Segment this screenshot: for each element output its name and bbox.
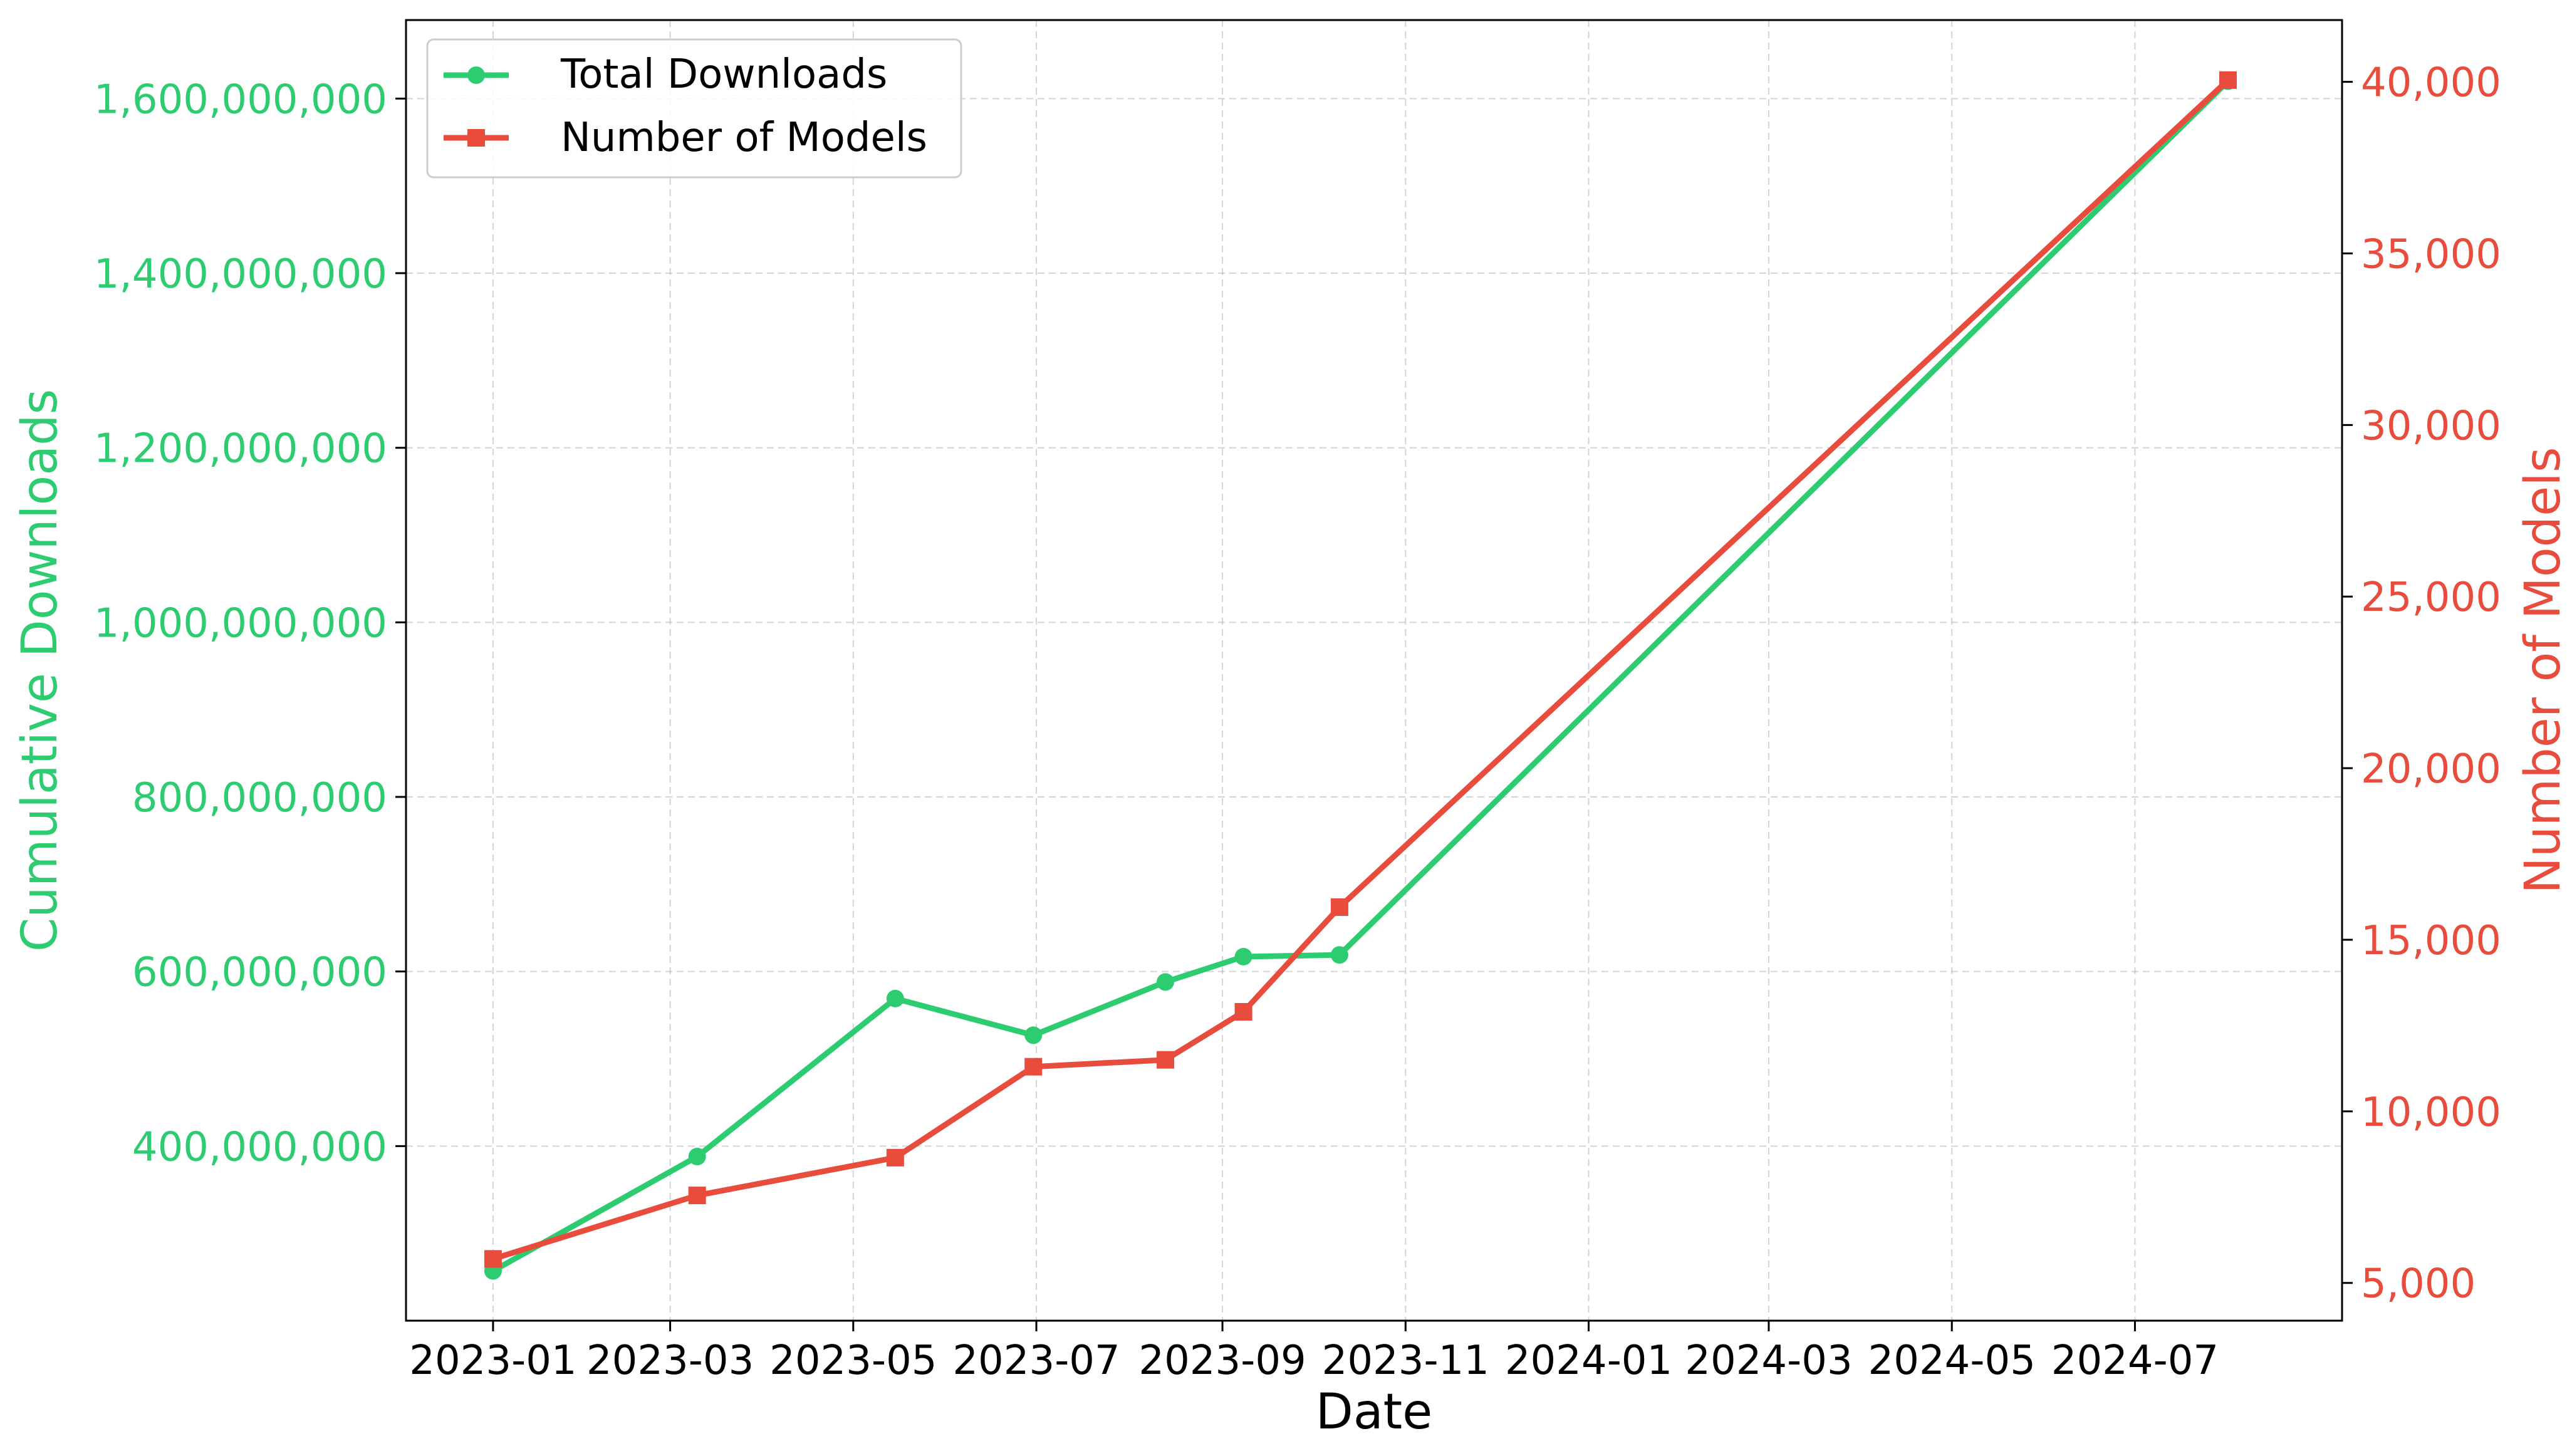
y-axis-left: 400,000,000 600,000,000 800,000,000 1,000,0… <box>94 76 406 1170</box>
data-point-total-downloads <box>886 989 904 1007</box>
series-total-downloads <box>484 72 2237 1280</box>
data-point-total-downloads <box>1330 946 1348 964</box>
data-point-number-of-models <box>2219 71 2237 89</box>
series-number-of-models <box>484 71 2237 1268</box>
y-right-tick-label: 20,000 <box>2361 746 2501 793</box>
data-point-number-of-models <box>1157 1051 1175 1069</box>
data-point-total-downloads <box>1157 973 1175 991</box>
x-tick-label: 2024-07 <box>2051 1338 2219 1384</box>
data-point-total-downloads <box>1024 1026 1043 1044</box>
legend-box <box>426 38 962 179</box>
y-right-tick-label: 5,000 <box>2361 1261 2476 1308</box>
x-axis: 2023-01 2023-03 2023-05 2023-07 2023-09 2023-… <box>409 1321 2219 1384</box>
legend-marker-total-downloads <box>467 66 485 84</box>
plot-frame <box>405 19 2343 1322</box>
y-left-tick-label: 800,000,000 <box>132 775 387 821</box>
y-right-tick-label: 35,000 <box>2361 231 2501 278</box>
y-left-tick-label: 1,400,000,000 <box>94 251 387 298</box>
data-point-number-of-models <box>1234 1003 1252 1021</box>
legend-marker-number-of-models <box>467 129 485 147</box>
y-left-tick-label: 1,600,000,000 <box>94 76 387 123</box>
y-right-tick-label: 15,000 <box>2361 918 2501 964</box>
legend: Total Downloads Number of Models <box>426 38 962 179</box>
data-point-total-downloads <box>1234 947 1252 965</box>
y-right-tick-label: 40,000 <box>2361 60 2501 107</box>
data-point-total-downloads <box>688 1148 706 1166</box>
x-axis-title: Date <box>1316 1384 1432 1440</box>
x-tick-label: 2023-11 <box>1322 1338 1489 1384</box>
x-tick-label: 2023-07 <box>952 1338 1120 1384</box>
data-point-number-of-models <box>1024 1058 1043 1076</box>
y-left-tick-label: 1,000,000,000 <box>94 600 387 647</box>
data-point-number-of-models <box>886 1148 904 1167</box>
x-tick-label: 2023-09 <box>1138 1338 1306 1384</box>
x-tick-label: 2024-05 <box>1868 1338 2036 1384</box>
y-left-tick-label: 600,000,000 <box>132 950 387 996</box>
y-left-tick-label: 1,200,000,000 <box>94 426 387 472</box>
data-point-number-of-models <box>484 1250 502 1268</box>
data-point-number-of-models <box>1330 898 1348 916</box>
series-line-total-downloads <box>490 78 2231 1274</box>
x-tick-label: 2023-01 <box>409 1338 576 1384</box>
data-point-number-of-models <box>688 1187 706 1205</box>
y-right-tick-label: 10,000 <box>2361 1089 2501 1136</box>
legend-label-total-downloads: Total Downloads <box>560 51 887 98</box>
legend-label-number-of-models: Number of Models <box>561 115 927 161</box>
y-right-tick-label: 30,000 <box>2361 403 2501 449</box>
y-axis-right-title: Number of Models <box>2515 447 2571 894</box>
x-tick-label: 2024-03 <box>1685 1338 1852 1384</box>
y-axis-right: 5,000 10,000 15,000 20,000 25,000 30,000 35,00… <box>2342 60 2501 1308</box>
x-tick-label: 2024-01 <box>1505 1338 1672 1384</box>
x-tick-label: 2023-05 <box>769 1338 937 1384</box>
y-left-tick-label: 400,000,000 <box>132 1124 387 1170</box>
x-tick-label: 2023-03 <box>586 1338 754 1384</box>
series-layer <box>484 71 2237 1280</box>
grid-layer <box>406 20 2342 1321</box>
series-line-number-of-models <box>490 77 2231 1262</box>
y-axis-left-title: Cumulative Downloads <box>12 389 68 952</box>
y-right-tick-label: 25,000 <box>2361 575 2501 621</box>
